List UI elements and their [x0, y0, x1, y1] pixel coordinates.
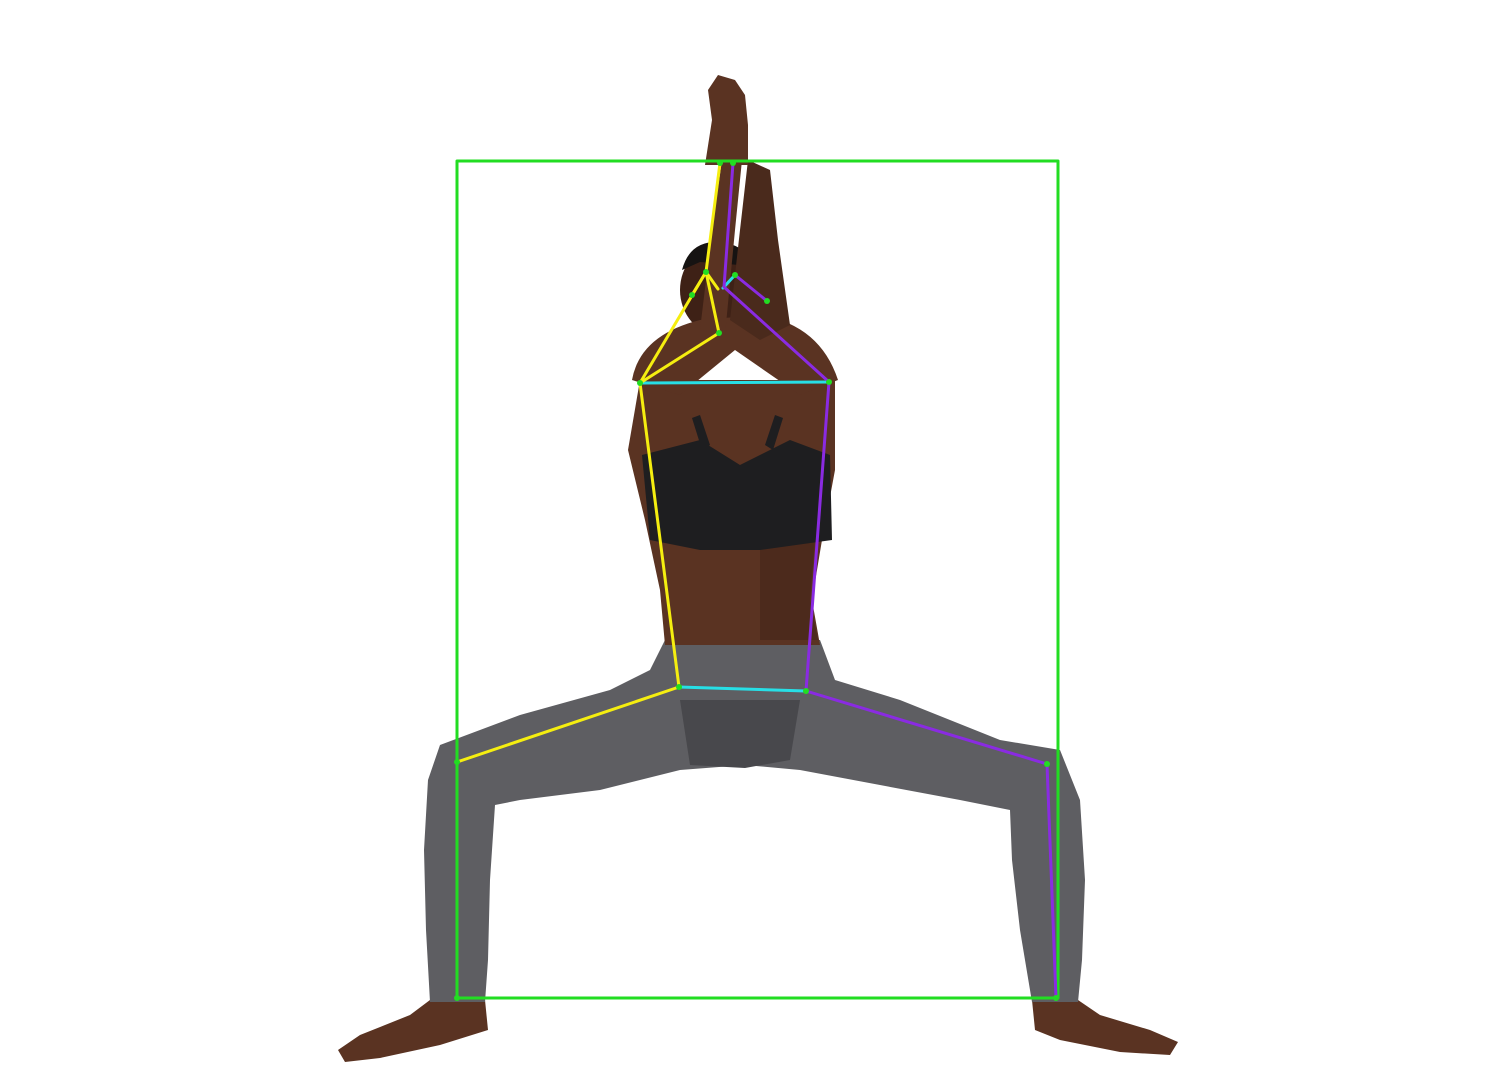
bra-strap-left: [692, 415, 710, 450]
keypoint: [703, 269, 709, 275]
bounding-box: [455, 159, 1060, 1000]
leggings: [424, 640, 1085, 1002]
keypoint: [454, 995, 460, 1001]
keypoint: [1044, 761, 1050, 767]
keypoint: [716, 330, 722, 336]
bra-strap-right: [765, 415, 783, 450]
person-figure: [338, 75, 1178, 1062]
hands: [705, 75, 748, 165]
keypoint: [826, 379, 832, 385]
right-face: [733, 273, 769, 303]
keypoint: [732, 272, 738, 278]
keypoint: [454, 759, 460, 765]
keypoints: [454, 160, 1059, 1001]
keypoint: [637, 380, 643, 386]
keypoint: [764, 298, 770, 304]
keypoint: [689, 292, 695, 298]
shoulder-line: [638, 380, 831, 385]
left-foot: [338, 1000, 488, 1062]
forearm-right: [730, 160, 790, 340]
keypoint: [730, 160, 736, 166]
sports-bra: [642, 440, 832, 550]
keypoint: [676, 684, 682, 690]
inner-thigh-shade: [680, 700, 800, 768]
right-arm: [722, 161, 831, 384]
right-torso-leg: [804, 380, 1058, 1000]
torso-shadow: [760, 540, 818, 640]
keypoint: [1053, 995, 1059, 1001]
right-foot: [1032, 1000, 1178, 1055]
keypoint: [717, 160, 723, 166]
left-ear-eye: [704, 270, 720, 291]
keypoint: [803, 688, 809, 694]
hip-line: [677, 685, 808, 693]
upper-arms: [632, 315, 838, 395]
left-face: [638, 270, 721, 385]
pose-overlay: [454, 159, 1060, 1001]
